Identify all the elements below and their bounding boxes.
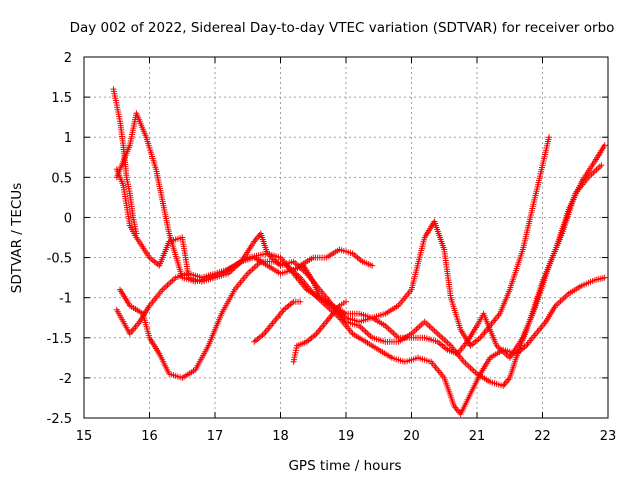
data-markers — [297, 246, 376, 269]
x-tick-label: 18 — [272, 429, 289, 444]
x-tick-label: 19 — [338, 429, 355, 444]
data-markers — [113, 162, 605, 361]
series-arc-3 — [113, 162, 605, 361]
tick-labels: 15 16 17 18 19 20 21 22 23 -2.5 -2 -1.5 -1 -0.5 0 0.5 1 1… — [47, 51, 617, 444]
y-tick-label: 1.5 — [51, 91, 72, 106]
y-tick-label: -1.5 — [47, 332, 72, 347]
series-arc-7 — [297, 246, 376, 269]
x-tick-label: 15 — [76, 429, 93, 444]
y-tick-label: -1 — [59, 292, 72, 307]
y-tick-label: 0.5 — [51, 171, 72, 186]
x-tick-label: 20 — [403, 429, 420, 444]
data-markers — [113, 142, 608, 389]
data-markers — [117, 258, 608, 417]
x-tick-label: 21 — [469, 429, 486, 444]
y-tick-label: 2 — [64, 51, 72, 66]
x-axis-label: GPS time / hours — [288, 458, 401, 474]
series-arc-8 — [110, 86, 140, 237]
y-tick-label: 1 — [64, 131, 72, 146]
y-axis-label: SDTVAR / TECUs — [9, 183, 25, 293]
series-arc-4 — [117, 258, 608, 417]
y-tick-label: -2 — [59, 372, 72, 387]
data-markers — [290, 298, 349, 365]
y-tick-label: -2.5 — [47, 412, 72, 427]
x-tick-label: 23 — [600, 429, 617, 444]
chart-title: Day 002 of 2022, Sidereal Day-to-day VTE… — [70, 20, 615, 36]
series-arc-5 — [251, 298, 304, 345]
x-tick-label: 22 — [534, 429, 551, 444]
x-tick-label: 17 — [207, 429, 224, 444]
x-tick-label: 16 — [141, 429, 158, 444]
series-arc-6 — [290, 298, 349, 365]
data-markers — [110, 86, 140, 237]
data-markers — [251, 298, 304, 345]
y-tick-label: -0.5 — [47, 252, 72, 267]
y-tick-label: 0 — [64, 211, 72, 226]
axis-ticks — [83, 56, 609, 419]
grid — [84, 57, 608, 418]
series-arc-2 — [113, 142, 608, 389]
data-series — [110, 86, 608, 417]
